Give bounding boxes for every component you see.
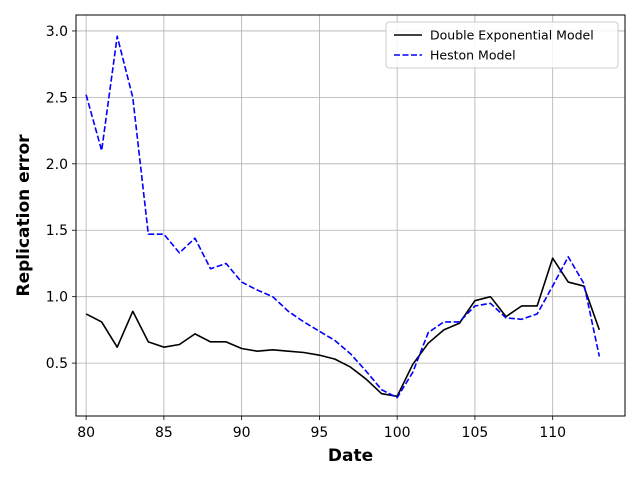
legend: Double Exponential Model Heston Model — [385, 21, 619, 69]
legend-box — [385, 21, 619, 69]
plot-frame — [75, 14, 626, 417]
legend-label-1: Double Exponential Model — [430, 28, 594, 43]
x-axis-title: Date — [328, 446, 373, 466]
x-tick-label: 105 — [462, 425, 489, 441]
x-tick-label: 100 — [384, 425, 411, 441]
x-tick-label: 95 — [310, 425, 328, 441]
y-tick-label: 2.5 — [46, 90, 68, 106]
legend-label-2: Heston Model — [430, 48, 516, 63]
y-tick-label: 2.0 — [46, 157, 68, 173]
y-axis-title: Replication error — [14, 134, 34, 297]
series-line-2 — [85, 35, 601, 399]
x-tick-label: 80 — [77, 425, 95, 441]
x-tick-label: 90 — [233, 425, 251, 441]
y-tick-label: 3.0 — [46, 24, 68, 40]
y-tick-label: 1.0 — [46, 290, 68, 306]
x-tick-label: 85 — [155, 425, 173, 441]
y-tick-label: 1.5 — [46, 223, 68, 239]
series-line-1 — [85, 257, 601, 398]
series-layer — [85, 35, 601, 399]
y-tick-label: 0.5 — [46, 356, 68, 372]
x-tick-label: 110 — [539, 425, 566, 441]
axis-ticks: 80 85 90 95 100 105 110 0.5 1.0 1.5 2.0 2.5 3.0 — [46, 24, 566, 441]
